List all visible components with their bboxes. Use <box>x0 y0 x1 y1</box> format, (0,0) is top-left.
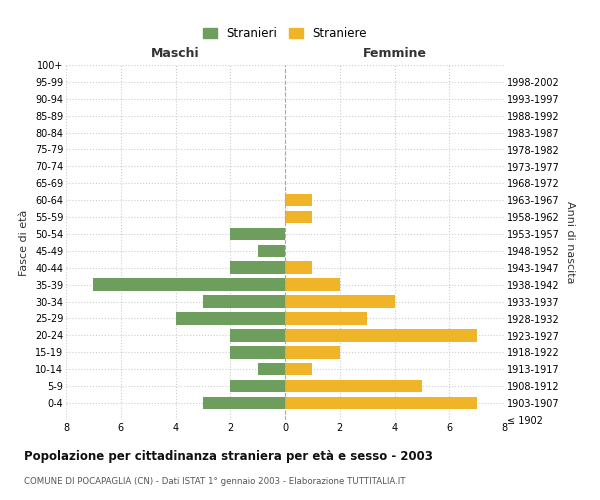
Bar <box>285 312 367 325</box>
Bar <box>285 262 313 274</box>
Bar <box>230 228 285 240</box>
Bar <box>94 278 285 291</box>
Bar <box>285 363 313 376</box>
Text: Popolazione per cittadinanza straniera per età e sesso - 2003: Popolazione per cittadinanza straniera p… <box>24 450 433 463</box>
Bar <box>230 329 285 342</box>
Bar <box>285 329 476 342</box>
Text: Femmine: Femmine <box>362 46 427 60</box>
Legend: Stranieri, Straniere: Stranieri, Straniere <box>197 21 373 46</box>
Bar <box>285 380 422 392</box>
Bar <box>285 278 340 291</box>
Bar <box>285 396 476 409</box>
Bar <box>285 346 340 358</box>
Bar <box>176 312 285 325</box>
Bar <box>257 244 285 257</box>
Bar <box>285 194 313 206</box>
Bar <box>203 396 285 409</box>
Text: Maschi: Maschi <box>151 46 200 60</box>
Bar <box>203 295 285 308</box>
Text: COMUNE DI POCAPAGLIA (CN) - Dati ISTAT 1° gennaio 2003 - Elaborazione TUTTITALIA: COMUNE DI POCAPAGLIA (CN) - Dati ISTAT 1… <box>24 478 406 486</box>
Bar <box>257 363 285 376</box>
Y-axis label: Anni di nascita: Anni di nascita <box>565 201 575 284</box>
Bar <box>230 380 285 392</box>
Bar <box>285 210 313 224</box>
Bar <box>230 346 285 358</box>
Bar <box>285 295 395 308</box>
Bar <box>230 262 285 274</box>
Y-axis label: Fasce di età: Fasce di età <box>19 210 29 276</box>
